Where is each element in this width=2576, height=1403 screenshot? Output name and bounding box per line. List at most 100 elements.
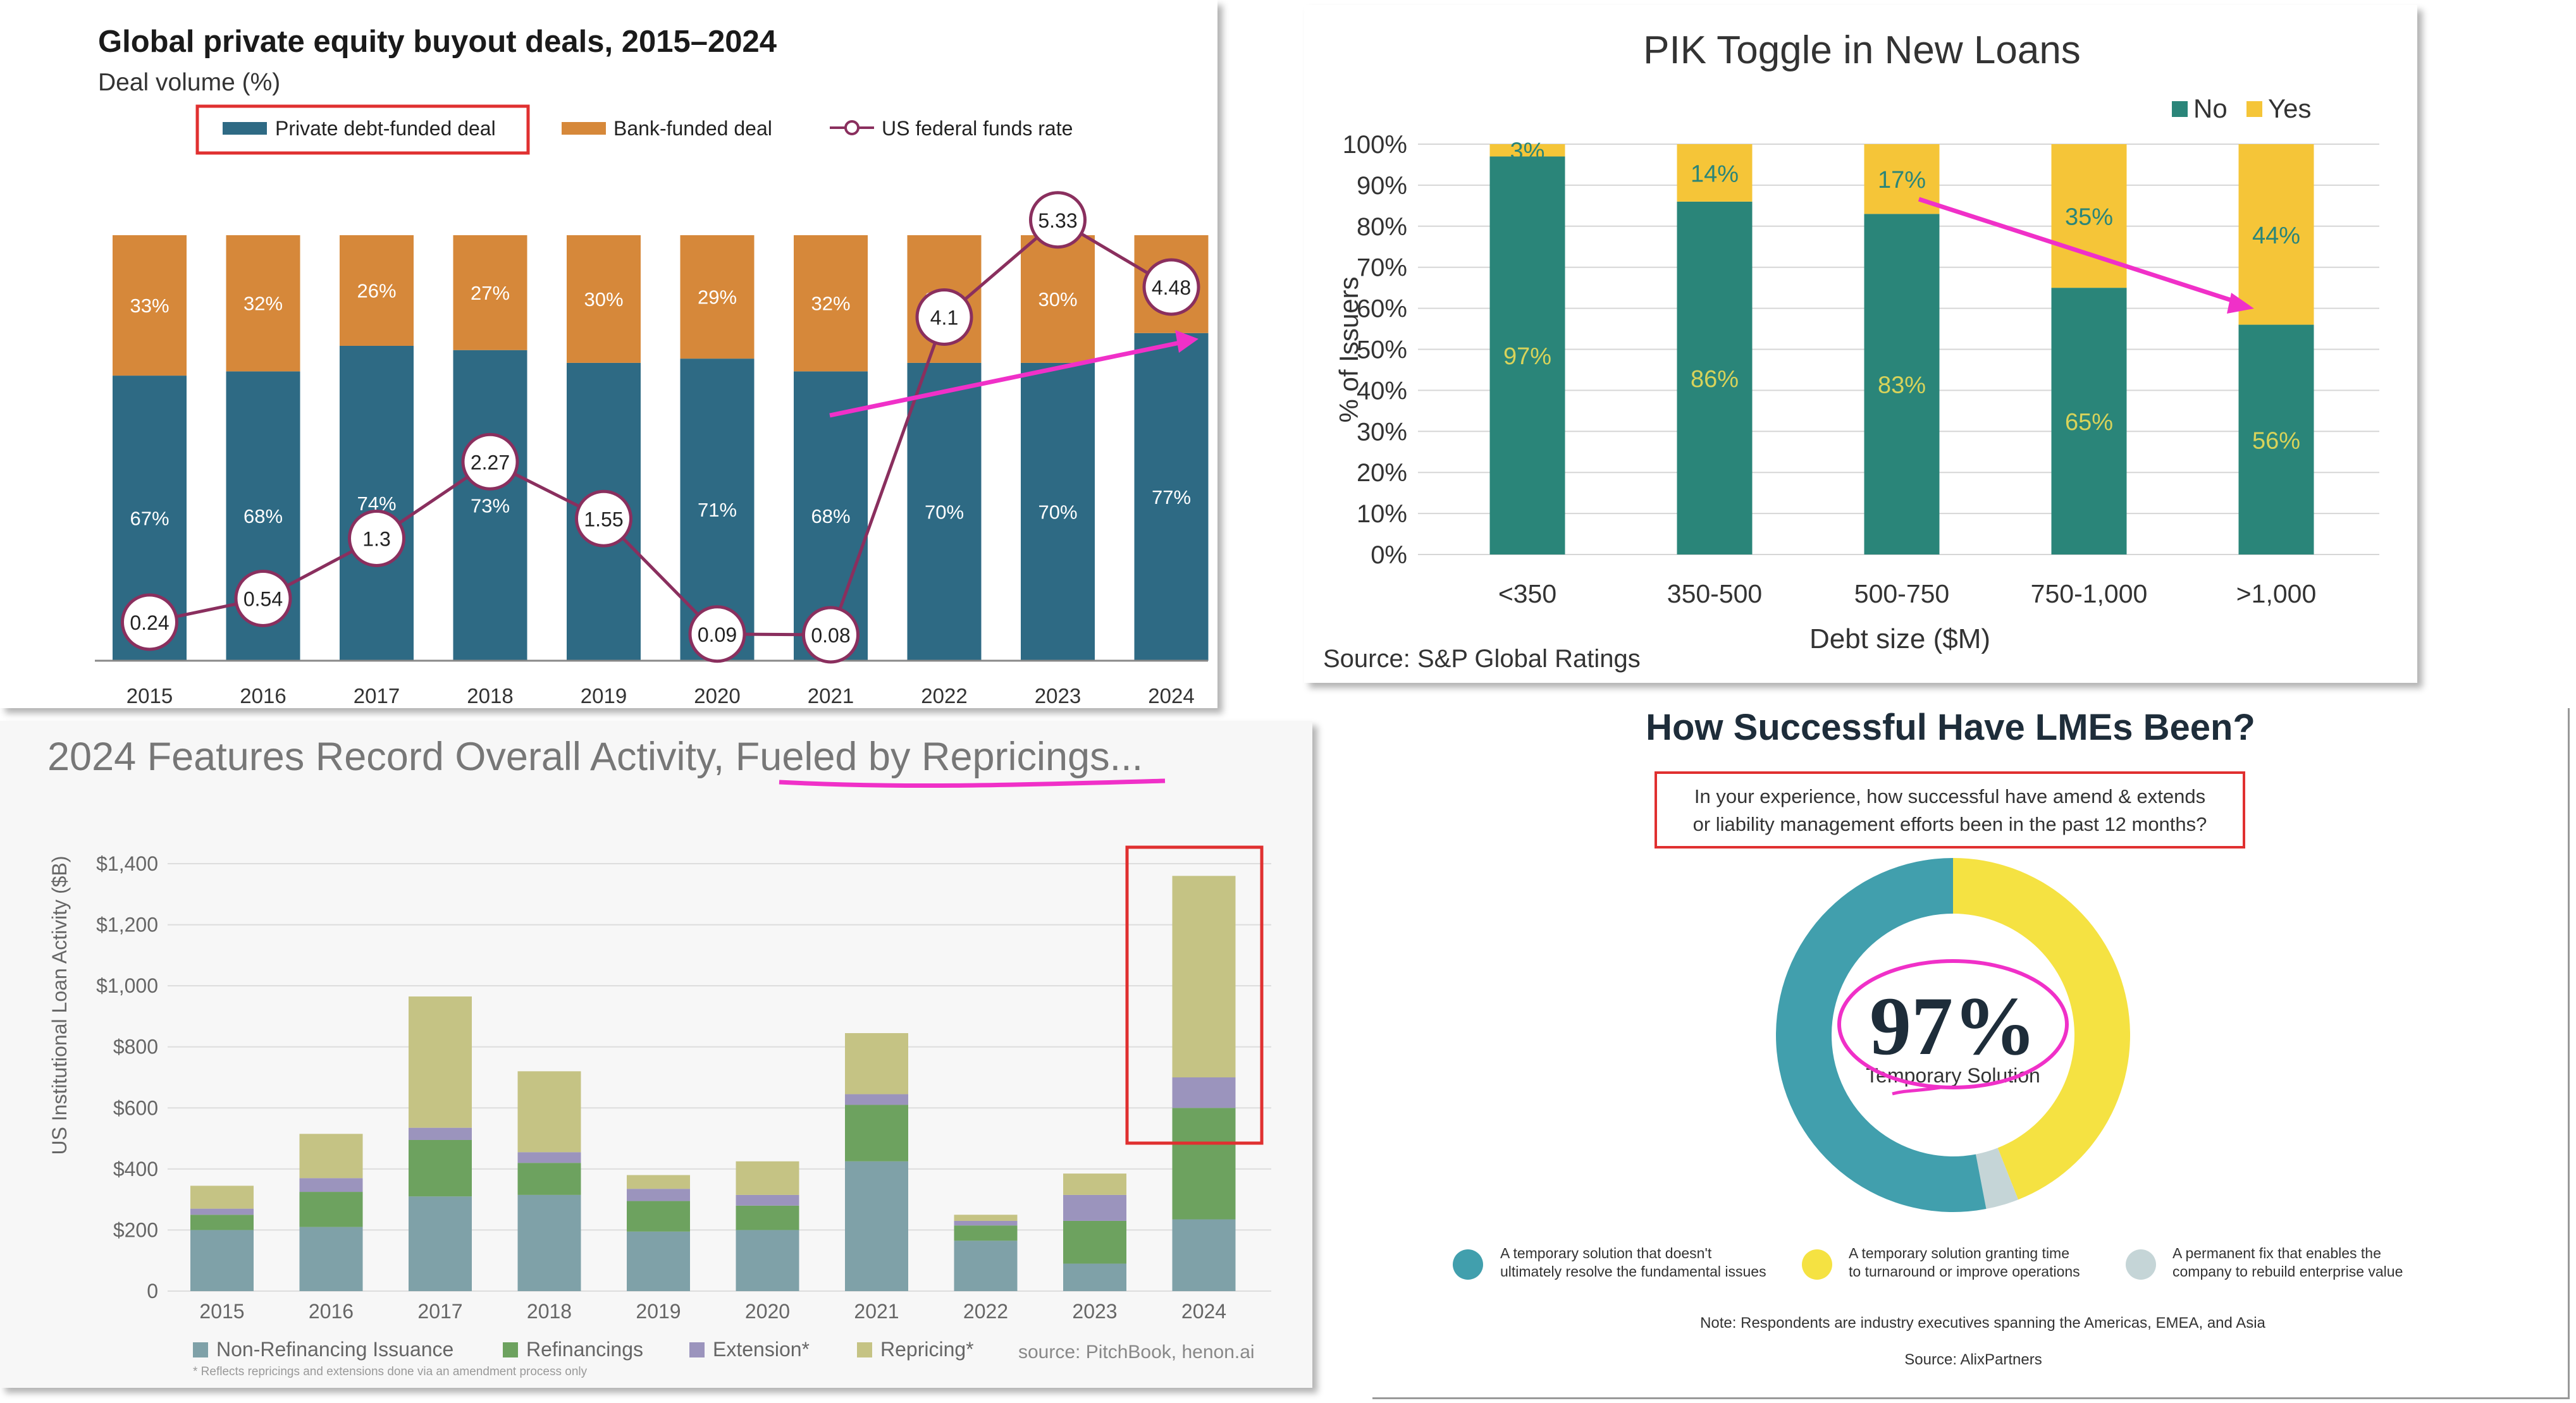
loan-bar-extension bbox=[1063, 1194, 1126, 1221]
loan-bar-repricing bbox=[190, 1186, 254, 1209]
loan-bar-refinancings bbox=[190, 1215, 254, 1230]
legend-swatch-bank bbox=[562, 122, 606, 135]
legend-label-bank: Bank-funded deal bbox=[613, 117, 772, 140]
pik-legend-label-yes: Yes bbox=[2268, 94, 2312, 123]
pik-x-tick-label: 350-500 bbox=[1667, 579, 1762, 608]
loan-bar-refinancings bbox=[1063, 1220, 1126, 1264]
fed-rate-marker bbox=[461, 432, 519, 491]
loan-footnote: * Reflects repricings and extensions don… bbox=[193, 1365, 588, 1378]
x-tick-label: 2021 bbox=[808, 684, 854, 708]
loan-y-tick-label: $400 bbox=[113, 1158, 158, 1180]
fed-rate-label: 4.1 bbox=[930, 307, 958, 329]
pik-x-tick-label: 750-1,000 bbox=[2031, 579, 2148, 608]
pik-bar-label-no: 65% bbox=[2065, 409, 2113, 436]
loan-title-underline-mark bbox=[779, 778, 1166, 788]
bar-bank-funded bbox=[113, 235, 187, 376]
bar-bank-funded bbox=[567, 235, 641, 363]
bar-label-bank: 30% bbox=[584, 288, 623, 310]
loan-bar-refinancings bbox=[517, 1163, 581, 1195]
fed-rate-marker bbox=[1029, 191, 1087, 249]
pik-bar-yes bbox=[1677, 144, 1753, 202]
x-tick-label: 2022 bbox=[921, 684, 967, 708]
fed-rate-marker bbox=[802, 606, 860, 664]
loan-bar-extension bbox=[736, 1194, 799, 1206]
fed-rate-label: 1.3 bbox=[362, 528, 390, 551]
pik-bar-label-no: 56% bbox=[2252, 427, 2300, 454]
loan-y-tick-label: 0 bbox=[147, 1280, 158, 1302]
bar-label-bank: 33% bbox=[130, 295, 169, 317]
bar-bank-funded bbox=[794, 235, 868, 372]
loan-activity-panel: 2024 Features Record Overall Activity, F… bbox=[0, 721, 1312, 1388]
x-tick-label: 2020 bbox=[694, 684, 740, 708]
loan-bar-repricing bbox=[736, 1161, 799, 1195]
bar-bank-funded bbox=[340, 235, 414, 346]
loan-bar-refinancings bbox=[299, 1192, 363, 1227]
fed-rate-label: 0.24 bbox=[130, 611, 169, 634]
bar-private-debt bbox=[453, 350, 527, 661]
loan-y-tick-label: $600 bbox=[113, 1096, 158, 1119]
pik-bar-label-yes: 3% bbox=[1510, 138, 1545, 165]
loan-bar-refinancings bbox=[409, 1139, 472, 1197]
pik-y-tick-label: 60% bbox=[1357, 295, 1407, 323]
lme-question-line-2: or liability management efforts been in … bbox=[1693, 813, 2207, 835]
loan-x-tick-label: 2023 bbox=[1072, 1300, 1117, 1323]
loan-x-tick-label: 2018 bbox=[527, 1300, 572, 1323]
bar-label-bank: 29% bbox=[698, 286, 737, 309]
lme-chart-title: How Successful Have LMEs Been? bbox=[1646, 708, 2255, 748]
lme-legend-2-line-2: to turnaround or improve operations bbox=[1849, 1263, 2080, 1280]
loan-y-tick-label: $200 bbox=[113, 1218, 158, 1241]
bar-label-private: 71% bbox=[698, 499, 737, 521]
loan-x-tick-label: 2022 bbox=[963, 1300, 1008, 1323]
pik-trend-arrow bbox=[1918, 197, 2243, 306]
lme-slice-temporary-time bbox=[1953, 858, 2130, 1200]
pik-y-tick-label: 20% bbox=[1357, 459, 1407, 487]
bar-private-debt bbox=[907, 362, 982, 661]
loan-bar-repricing bbox=[627, 1175, 690, 1189]
loan-bar-refinancings bbox=[845, 1105, 908, 1161]
x-tick-label: 2016 bbox=[240, 684, 286, 708]
pik-x-tick-label: <350 bbox=[1498, 579, 1556, 608]
pik-source: Source: S&P Global Ratings bbox=[1323, 645, 1641, 673]
lme-center-circle-mark bbox=[1837, 959, 2069, 1089]
pik-chart-title: PIK Toggle in New Loans bbox=[1643, 28, 2081, 72]
lme-slice-temporary-unresolved bbox=[1776, 858, 1987, 1212]
pik-y-tick-label: 30% bbox=[1357, 418, 1407, 446]
loan-bar-repricing bbox=[517, 1071, 581, 1153]
pik-y-tick-label: 50% bbox=[1357, 336, 1407, 364]
loan-source: source: PitchBook, henon.ai bbox=[1018, 1342, 1255, 1363]
loan-bar-repricing bbox=[409, 996, 472, 1128]
loan-bar-repricing bbox=[954, 1215, 1018, 1221]
loan-bar-repricing bbox=[1172, 876, 1236, 1077]
pik-legend-label-no: No bbox=[2193, 94, 2228, 123]
lme-label-underline-mark bbox=[1892, 1086, 1941, 1096]
fed-rate-marker bbox=[234, 570, 292, 627]
loan-bar-nonrefinancingissuance bbox=[409, 1196, 472, 1291]
pik-bar-label-no: 86% bbox=[1691, 366, 1739, 393]
loan-legend-swatch bbox=[857, 1342, 872, 1357]
pik-bar-no bbox=[2238, 324, 2314, 554]
loan-chart-title: 2024 Features Record Overall Activity, F… bbox=[47, 735, 1143, 779]
pik-bar-no bbox=[1864, 214, 1940, 555]
loan-bar-nonrefinancingissuance bbox=[736, 1230, 799, 1291]
pik-y-tick-label: 100% bbox=[1343, 131, 1407, 159]
loan-legend-label: Repricing* bbox=[880, 1338, 974, 1361]
loan-legend-swatch bbox=[503, 1342, 518, 1357]
lme-question-line-1: In your experience, how successful have … bbox=[1694, 785, 2205, 807]
bar-label-private: 70% bbox=[925, 501, 964, 523]
fed-rate-marker bbox=[1142, 258, 1200, 316]
loan-y-tick-label: $1,000 bbox=[96, 974, 158, 997]
lme-legend-2-line-1: A temporary solution granting time bbox=[1849, 1245, 2069, 1261]
bar-bank-funded bbox=[453, 235, 527, 350]
lme-legend-1-line-2: ultimately resolve the fundamental issue… bbox=[1500, 1263, 1766, 1280]
bar-label-bank: 26% bbox=[357, 279, 396, 302]
legend-swatch-private bbox=[223, 122, 267, 135]
bar-bank-funded bbox=[226, 235, 300, 372]
pik-y-tick-label: 90% bbox=[1357, 172, 1407, 200]
loan-title-tail: ... bbox=[1110, 735, 1143, 779]
loan-x-tick-label: 2019 bbox=[636, 1300, 681, 1323]
pik-legend-swatch-yes bbox=[2246, 101, 2262, 117]
lme-source: Source: AlixPartners bbox=[1904, 1351, 2042, 1368]
loan-x-tick-label: 2016 bbox=[309, 1300, 354, 1323]
x-tick-label: 2019 bbox=[581, 684, 627, 708]
pik-bar-no bbox=[1489, 156, 1565, 555]
